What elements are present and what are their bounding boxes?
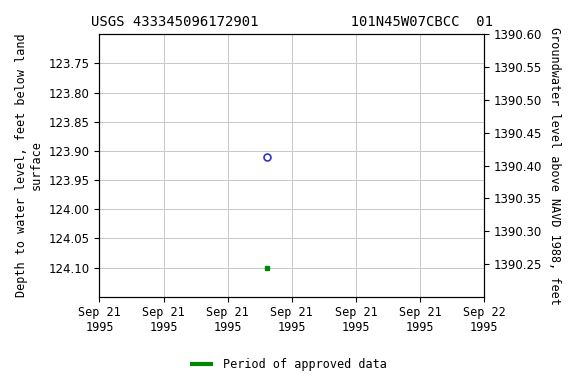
Y-axis label: Groundwater level above NAVD 1988, feet: Groundwater level above NAVD 1988, feet [548, 26, 561, 305]
Legend: Period of approved data: Period of approved data [185, 354, 391, 376]
Y-axis label: Depth to water level, feet below land
surface: Depth to water level, feet below land su… [15, 34, 43, 297]
Title: USGS 433345096172901           101N45W07CBCC  01: USGS 433345096172901 101N45W07CBCC 01 [91, 15, 493, 29]
